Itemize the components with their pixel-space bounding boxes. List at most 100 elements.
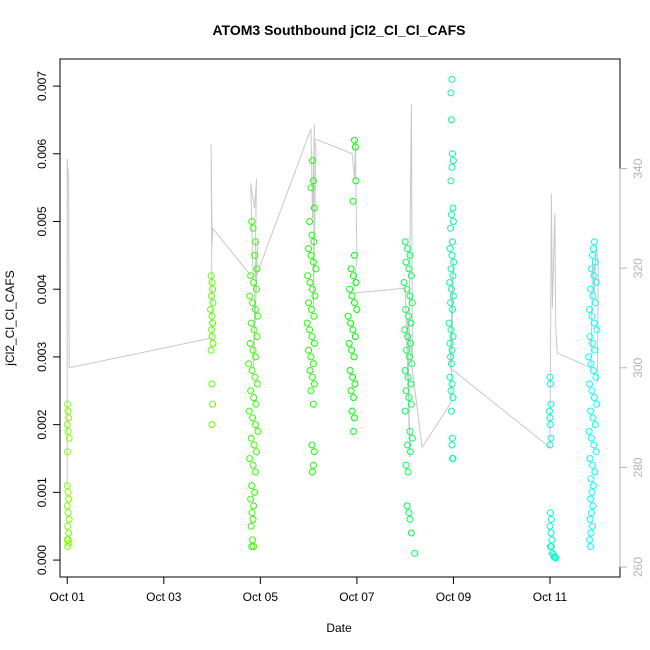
data-point bbox=[351, 380, 359, 388]
data-point bbox=[305, 245, 313, 253]
data-point bbox=[401, 407, 409, 415]
data-point bbox=[65, 515, 73, 523]
data-point bbox=[307, 184, 315, 192]
y-tick-label: 0.005 bbox=[35, 206, 49, 236]
data-point bbox=[250, 279, 258, 286]
data-point bbox=[249, 536, 257, 544]
data-point bbox=[588, 265, 595, 273]
data-point bbox=[548, 536, 556, 544]
data-point bbox=[306, 367, 314, 374]
data-point bbox=[449, 333, 457, 341]
y-tick-label: 0.000 bbox=[35, 545, 49, 575]
data-point bbox=[547, 515, 555, 523]
data-point bbox=[247, 434, 255, 442]
data-point bbox=[547, 400, 555, 408]
data-point bbox=[207, 306, 215, 313]
data-point bbox=[64, 543, 72, 550]
data-point bbox=[449, 455, 456, 462]
data-point bbox=[248, 509, 256, 517]
data-point bbox=[309, 400, 317, 408]
right-y-tick-label: 280 bbox=[631, 457, 645, 477]
data-point bbox=[310, 204, 318, 212]
data-point bbox=[249, 224, 257, 232]
x-axis: Oct 01 Oct 03 Oct 05 Oct 07 Oct 09 Oct 11 bbox=[50, 576, 568, 604]
data-point bbox=[586, 455, 594, 462]
data-point bbox=[254, 427, 262, 435]
data-point bbox=[448, 116, 455, 124]
y-tick-label: 0.004 bbox=[35, 274, 49, 304]
data-point bbox=[587, 407, 595, 415]
data-point bbox=[246, 292, 254, 300]
data-point bbox=[250, 394, 258, 402]
data-point bbox=[588, 387, 596, 395]
data-point bbox=[587, 529, 595, 537]
data-point bbox=[250, 543, 258, 550]
right-y-axis: 260 280 300 320 340 bbox=[619, 158, 645, 577]
data-point bbox=[401, 367, 409, 374]
data-point bbox=[446, 373, 454, 381]
data-point bbox=[547, 509, 554, 517]
y-tick-label: 0.006 bbox=[35, 138, 49, 168]
data-point bbox=[447, 177, 455, 185]
data-point bbox=[446, 279, 454, 286]
data-point bbox=[253, 285, 260, 293]
data-point bbox=[245, 360, 253, 368]
data-point bbox=[351, 251, 358, 259]
data-point bbox=[307, 387, 315, 395]
data-point bbox=[209, 285, 217, 293]
data-point bbox=[64, 509, 72, 517]
points-layer bbox=[63, 75, 601, 562]
data-point bbox=[407, 380, 415, 388]
data-point bbox=[402, 306, 410, 313]
data-point bbox=[547, 543, 555, 550]
secondary-series-layer bbox=[66, 103, 599, 488]
data-point bbox=[253, 333, 261, 341]
data-point bbox=[247, 495, 255, 503]
data-point bbox=[591, 299, 599, 307]
data-point bbox=[310, 448, 318, 456]
data-point bbox=[251, 251, 259, 259]
data-point bbox=[407, 529, 415, 537]
data-point bbox=[248, 218, 256, 225]
data-point bbox=[448, 407, 455, 415]
data-point bbox=[449, 157, 457, 165]
data-point bbox=[589, 292, 597, 300]
data-point bbox=[547, 421, 554, 429]
data-point bbox=[353, 306, 361, 313]
chart-title: ATOM3 Southbound jCl2_Cl_Cl_CAFS bbox=[212, 22, 465, 38]
data-point bbox=[253, 448, 260, 456]
data-point bbox=[209, 319, 217, 327]
data-point bbox=[447, 265, 455, 273]
data-point bbox=[351, 143, 359, 151]
data-point bbox=[248, 367, 256, 374]
data-point bbox=[590, 441, 598, 449]
secondary-series-line bbox=[66, 103, 599, 488]
data-point bbox=[312, 265, 320, 273]
data-point bbox=[547, 380, 554, 388]
data-point bbox=[350, 272, 357, 280]
data-point bbox=[346, 367, 354, 374]
data-point bbox=[591, 468, 599, 476]
data-point bbox=[306, 326, 314, 334]
data-point bbox=[245, 407, 253, 415]
data-point bbox=[407, 319, 415, 327]
data-point bbox=[349, 373, 357, 381]
data-point bbox=[589, 251, 596, 259]
data-point bbox=[305, 299, 313, 307]
data-point bbox=[446, 339, 454, 347]
data-point bbox=[209, 299, 217, 307]
data-point bbox=[351, 136, 358, 144]
data-point bbox=[448, 360, 455, 368]
data-point bbox=[448, 211, 455, 219]
data-point bbox=[591, 346, 599, 354]
data-point bbox=[404, 245, 412, 253]
data-point bbox=[404, 468, 412, 476]
data-point bbox=[450, 258, 458, 266]
data-point bbox=[586, 333, 594, 341]
y-tick-label: 0.003 bbox=[35, 342, 49, 372]
data-point bbox=[63, 421, 71, 429]
data-point bbox=[407, 272, 415, 280]
data-point bbox=[310, 238, 318, 246]
data-point bbox=[249, 414, 257, 422]
data-point bbox=[246, 455, 254, 462]
